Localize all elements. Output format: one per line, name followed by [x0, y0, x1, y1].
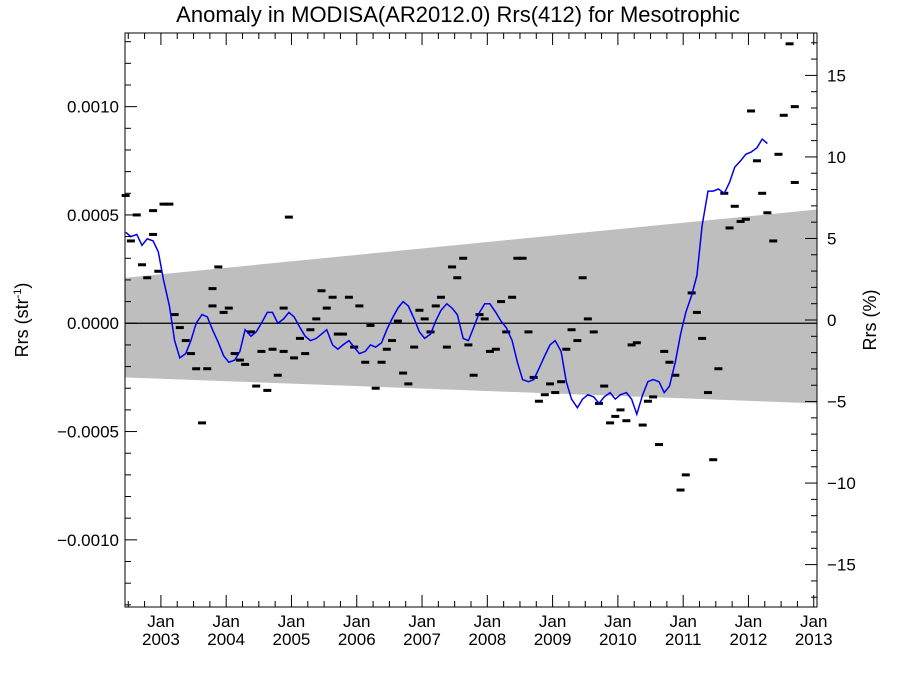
y-right-tick-label: 15: [827, 66, 846, 85]
axes: 0.0010 0.0005 0.0000 −0.0005 −0.0010 15 10 5 0 −5…: [57, 32, 856, 649]
y-left-tick-label: 0.0005: [67, 206, 119, 225]
x-tick-month-label: Jan: [212, 612, 239, 631]
y-left-tick-label: −0.0010: [57, 531, 119, 550]
y-left-tick-label: 0.0000: [67, 314, 119, 333]
x-tick-year-label: 2011: [665, 630, 702, 649]
chart-title: Anomaly in MODISA(AR2012.0) Rrs(412) for…: [176, 2, 740, 27]
y-axis-right-label: Rrs (%): [860, 290, 880, 351]
plot-area: [121, 42, 817, 492]
x-tick-month-label: Jan: [474, 612, 501, 631]
y-axis-left-label: Rrs (str-1): [12, 283, 32, 358]
y-right-tick-label: −5: [827, 393, 846, 412]
y-left-tick-label: −0.0005: [57, 423, 119, 442]
x-tick-year-label: 2012: [730, 630, 768, 649]
y-left-tick-label: 0.0010: [67, 98, 119, 117]
x-tick-month-label: Jan: [604, 612, 631, 631]
x-tick-year-label: 2008: [468, 630, 506, 649]
x-tick-month-label: Jan: [669, 612, 696, 631]
y-right-tick-label: 10: [827, 148, 846, 167]
y-right-tick-label: −10: [827, 474, 856, 493]
running-mean-line: [125, 137, 768, 417]
x-tick-year-label: 2010: [599, 630, 637, 649]
x-tick-month-label: Jan: [408, 612, 435, 631]
x-tick-month-label: Jan: [147, 612, 174, 631]
x-tick-year-label: 2006: [338, 630, 376, 649]
y-right-tick-label: 0: [827, 311, 836, 330]
y-right-tick-label: −15: [827, 556, 856, 575]
x-tick-month-label: Jan: [539, 612, 566, 631]
x-tick-year-label: 2009: [534, 630, 572, 649]
x-tick-year-label: 2004: [207, 630, 245, 649]
x-tick-year-label: 2007: [403, 630, 441, 649]
uncertainty-band: [125, 209, 817, 404]
x-tick-year-label: 2003: [142, 630, 180, 649]
x-tick-month-label: Jan: [735, 612, 762, 631]
x-tick-year-label: 2013: [795, 630, 833, 649]
x-tick-month-label: Jan: [278, 612, 305, 631]
x-tick-month-label: Jan: [800, 612, 827, 631]
x-tick-month-label: Jan: [343, 612, 370, 631]
x-tick-year-label: 2005: [273, 630, 311, 649]
y-right-tick-label: 5: [827, 229, 836, 248]
